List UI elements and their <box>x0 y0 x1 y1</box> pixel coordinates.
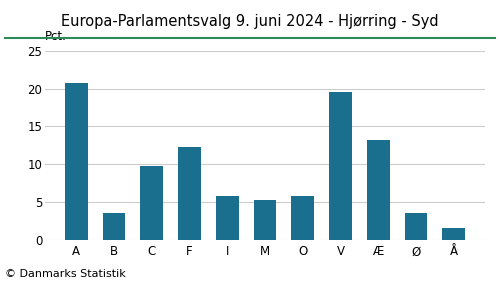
Bar <box>102 213 126 240</box>
Text: Europa-Parlamentsvalg 9. juni 2024 - Hjørring - Syd: Europa-Parlamentsvalg 9. juni 2024 - Hjø… <box>61 14 439 29</box>
Bar <box>140 166 163 240</box>
Bar <box>216 196 238 240</box>
Bar <box>329 92 352 240</box>
Text: © Danmarks Statistik: © Danmarks Statistik <box>5 269 126 279</box>
Bar <box>367 140 390 240</box>
Text: Pct.: Pct. <box>45 30 67 43</box>
Bar <box>292 196 314 240</box>
Bar <box>254 200 276 240</box>
Bar <box>65 83 88 240</box>
Bar <box>404 213 427 240</box>
Bar <box>442 228 465 240</box>
Bar <box>178 147 201 240</box>
